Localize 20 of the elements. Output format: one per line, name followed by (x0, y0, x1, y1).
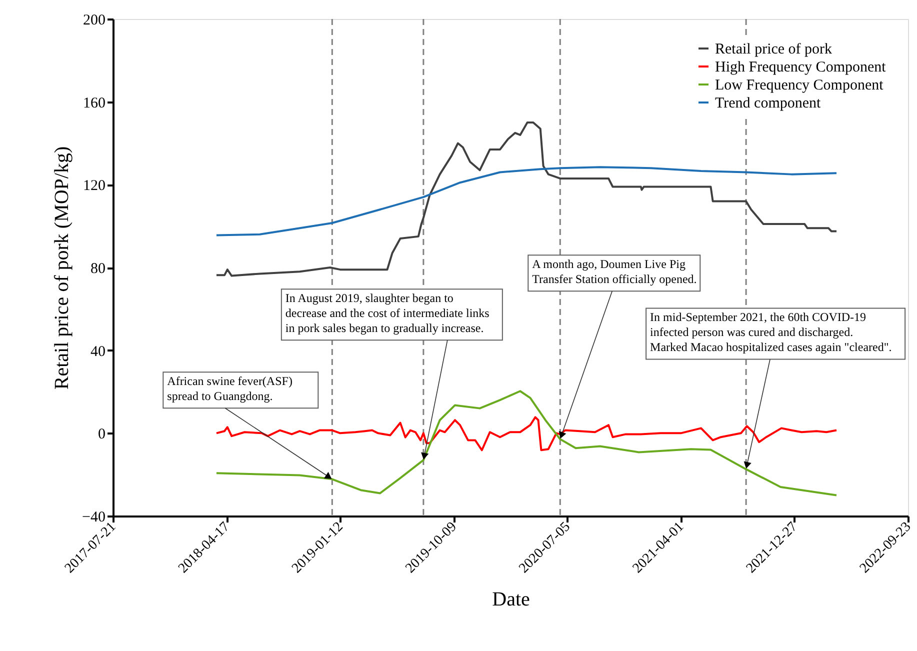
y-axis-title: Retail price of pork (MOP/kg) (51, 146, 74, 390)
annotation: A month ago, Doumen Live Pig Transfer Station officially opened. (532, 257, 697, 286)
line-series (215, 390, 838, 496)
y-tick-label: 0 (98, 426, 106, 443)
annotation: African swine fever(ASF) spread to Guangdong. (167, 374, 292, 404)
y-tick-label: 120 (83, 178, 106, 194)
line-series (215, 416, 838, 452)
y-tick-label: −40 (82, 510, 106, 526)
annotation: In mid-September 2021, the 60th COVID-19 infected person was cured and discharged. Marked Macao hospitalized cases again "cleared". (650, 310, 892, 354)
y-tick-label: 200 (83, 12, 106, 28)
y-tick-label: 40 (90, 344, 106, 360)
legend-label: Retail price of pork (715, 42, 833, 58)
legend-label: Low Frequency Component (715, 78, 884, 94)
x-axis-title: Date (492, 588, 530, 611)
line-series (215, 166, 838, 236)
y-tick-label: 160 (83, 95, 106, 112)
y-tick-label: 80 (90, 261, 106, 277)
annotation: In August 2019, slaughter began to decrease and the cost of intermediate links in pork sales began to gradually increase. (285, 291, 490, 336)
legend-label: High Frequency Component (715, 60, 887, 76)
legend-label: Trend component (715, 96, 822, 112)
